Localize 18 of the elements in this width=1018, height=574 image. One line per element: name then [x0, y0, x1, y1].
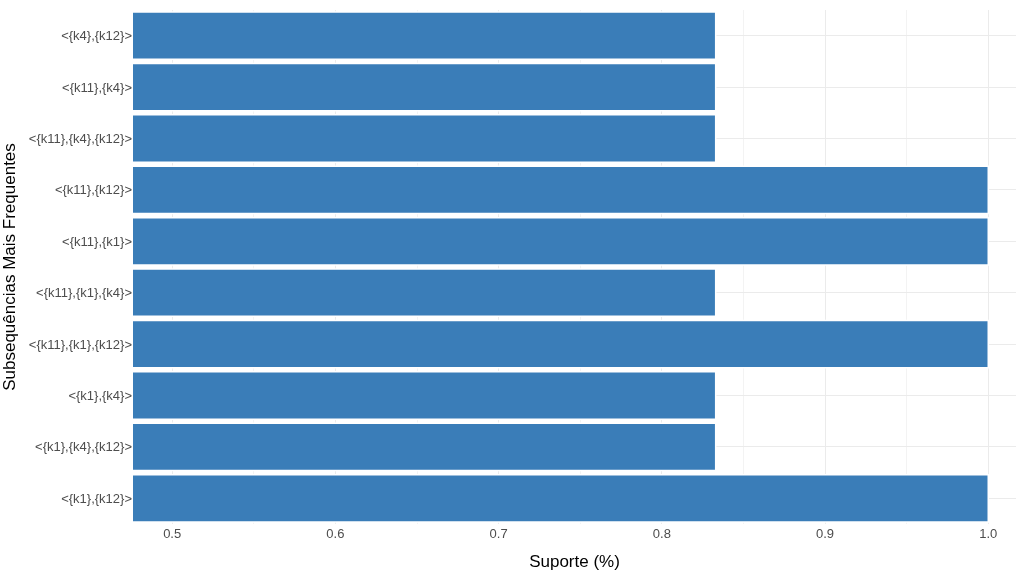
x-tick-label: 0.8: [652, 526, 671, 541]
x-tick-label: 0.7: [489, 526, 508, 541]
y-tick-label: <{k1},{k12}>: [61, 490, 132, 506]
x-tick-label: 0.6: [326, 526, 345, 541]
y-tick-label: <{k11},{k4},{k12}>: [28, 131, 132, 147]
x-tick-label: 0.9: [816, 526, 835, 541]
y-tick-label: <{k11},{k12}>: [54, 182, 132, 198]
y-tick-label: <{k4},{k12}>: [61, 28, 132, 44]
y-tick-label: <{k11},{k1},{k4}>: [36, 285, 132, 301]
y-tick-label: <{k1},{k4}>: [68, 388, 132, 404]
y-tick-label: <{k11},{k1},{k12}>: [28, 336, 132, 352]
x-tick-label: 0.5: [163, 526, 182, 541]
y-axis-title: Subsequências Mais Frequentes: [0, 143, 19, 391]
y-tick-label: <{k1},{k4},{k12}>: [35, 439, 132, 455]
y-tick-label: <{k11},{k1}>: [62, 233, 132, 249]
x-axis-title: Suporte (%): [529, 552, 620, 572]
x-tick-label: 1.0: [979, 526, 998, 541]
y-tick-label: <{k11},{k4}>: [62, 79, 132, 95]
